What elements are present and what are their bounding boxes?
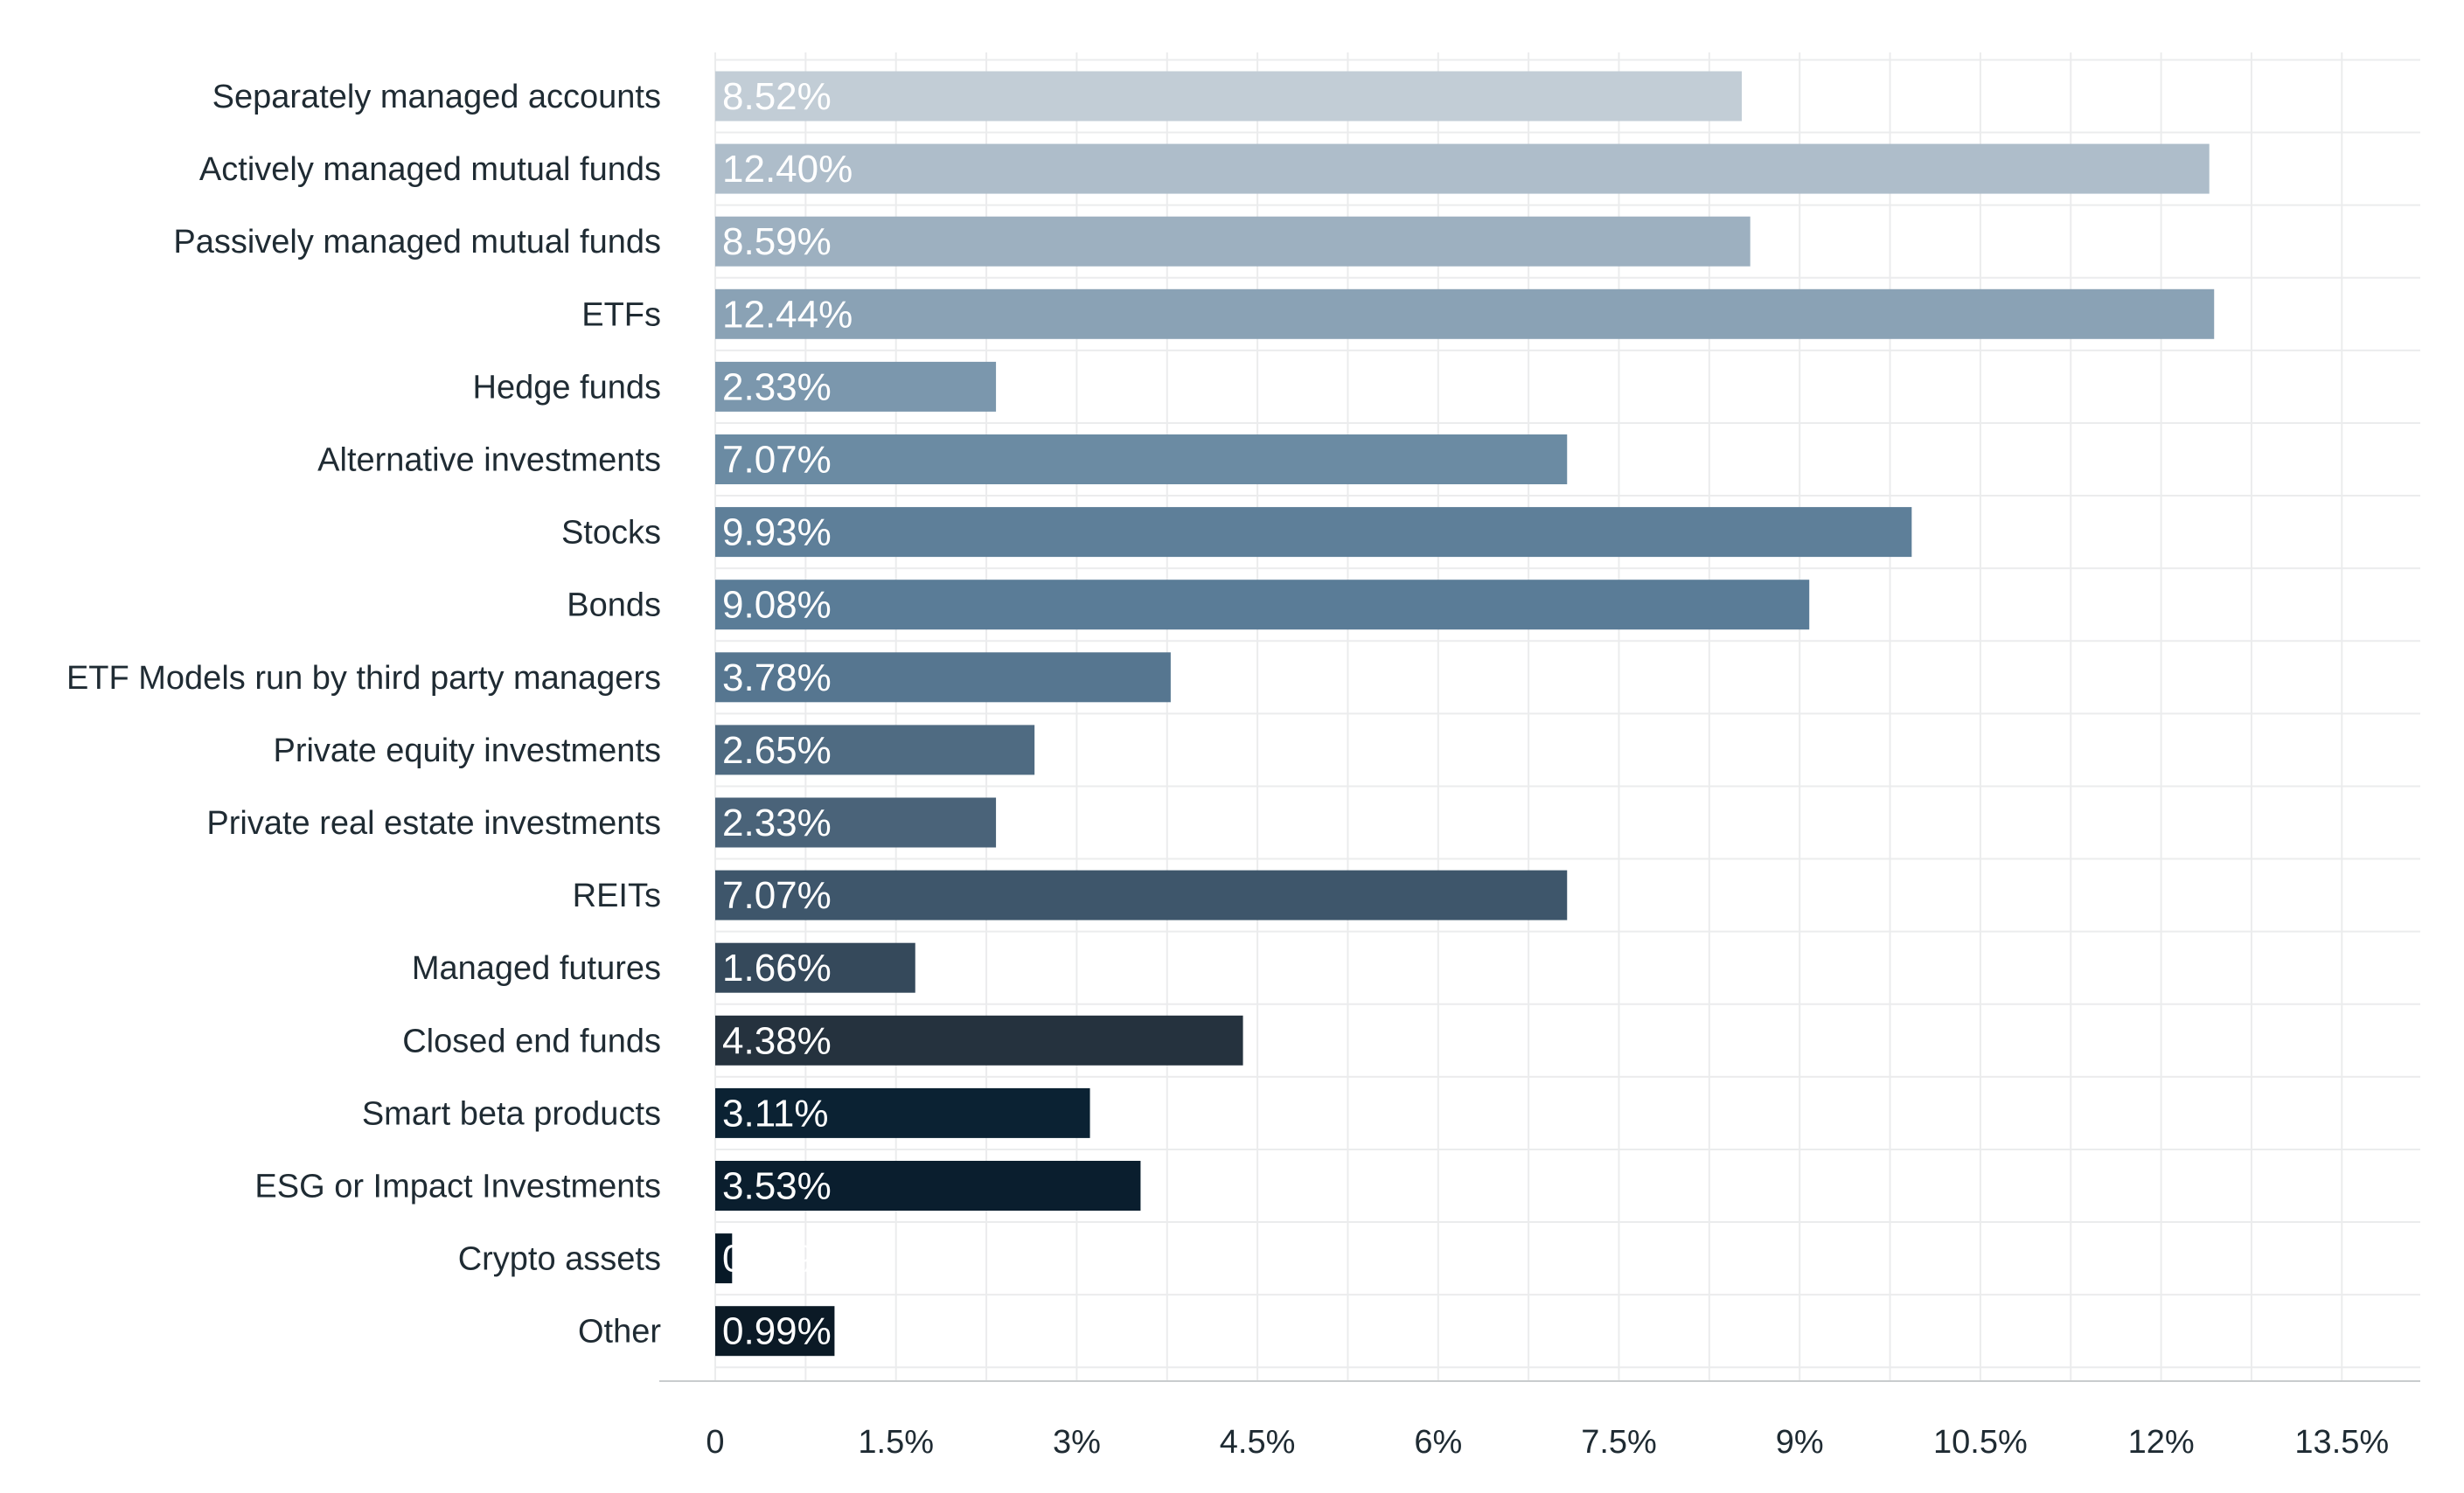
bar: [715, 216, 1751, 267]
category-label: Closed end funds: [402, 1023, 661, 1059]
x-tick-label: 12%: [2128, 1424, 2195, 1461]
gridlines: [714, 52, 2420, 1381]
bar: [715, 797, 997, 848]
bar: [715, 507, 1912, 558]
x-tick-label: 10.5%: [1933, 1424, 2028, 1461]
x-tick-label: 3%: [1053, 1424, 1101, 1461]
bar: [715, 1233, 733, 1284]
data-label: 9.93%: [722, 511, 832, 554]
bars: 8.52% 12.40% 8.59% 12.44% 2.33% 7.07% 9.93% 9.0…: [715, 71, 2215, 1357]
data-label: 2.65%: [722, 729, 832, 772]
category-label: ETF Models run by third party managers: [66, 660, 661, 697]
bar: [715, 71, 1743, 122]
data-label: 12.44%: [722, 293, 853, 336]
data-label: 12.40%: [722, 148, 853, 191]
bar: [715, 942, 915, 993]
bar: [715, 1306, 835, 1357]
category-label: Other: [578, 1314, 661, 1351]
x-axis: 0 1.5% 3% 4.5% 6% 7.5% 9% 10.5% 12% 13.5%: [659, 1380, 2420, 1461]
category-label: ESG or Impact Investments: [254, 1169, 661, 1205]
bar: [715, 652, 1171, 703]
bar: [715, 870, 1568, 920]
bar: [715, 288, 2215, 339]
data-label: 3.78%: [722, 656, 832, 699]
category-label: ETFs: [581, 296, 661, 333]
bar: [715, 1087, 1090, 1138]
category-label: Private real estate investments: [206, 805, 661, 842]
category-label: Hedge funds: [473, 369, 662, 406]
bar: [715, 1015, 1243, 1066]
data-label: 0.14%: [722, 1238, 832, 1281]
data-label: 3.53%: [722, 1165, 832, 1208]
x-tick-label: 6%: [1414, 1424, 1462, 1461]
bar: [715, 1161, 1141, 1211]
data-label: 8.52%: [722, 75, 832, 118]
category-label: Bonds: [567, 587, 661, 624]
data-label: 8.59%: [722, 220, 832, 263]
bar: [715, 434, 1568, 484]
category-label: REITs: [573, 878, 661, 914]
category-label: Separately managed accounts: [212, 79, 661, 115]
category-label: Managed futures: [412, 950, 661, 987]
x-tick-label: 9%: [1776, 1424, 1824, 1461]
bar: [715, 361, 997, 412]
category-label: Smart beta products: [362, 1095, 661, 1132]
x-tick-label: 0: [706, 1424, 724, 1461]
data-label: 3.11%: [722, 1092, 829, 1135]
x-tick-label: 7.5%: [1581, 1424, 1657, 1461]
bar: [715, 580, 1810, 630]
data-label: 1.66%: [722, 947, 832, 990]
data-label: 2.33%: [722, 365, 832, 408]
x-tick-label: 4.5%: [1220, 1424, 1296, 1461]
data-label: 7.07%: [722, 439, 832, 482]
data-label: 4.38%: [722, 1019, 832, 1062]
category-label: Alternative investments: [317, 442, 661, 479]
x-tick-label: 1.5%: [858, 1424, 934, 1461]
category-labels: Separately managed accounts Actively mana…: [66, 79, 661, 1351]
data-label: 9.08%: [722, 584, 832, 627]
category-label: Private equity investments: [273, 733, 661, 769]
data-label: 7.07%: [722, 874, 832, 917]
x-tick-label: 13.5%: [2294, 1424, 2389, 1461]
category-label: Passively managed mutual funds: [173, 224, 661, 260]
data-label: 2.33%: [722, 802, 832, 844]
category-label: Crypto assets: [458, 1241, 661, 1278]
category-label: Stocks: [561, 515, 661, 552]
data-label: 0.99%: [722, 1310, 832, 1353]
bar: [715, 725, 1035, 775]
category-label: Actively managed mutual funds: [199, 151, 661, 188]
bar: [715, 143, 2210, 194]
